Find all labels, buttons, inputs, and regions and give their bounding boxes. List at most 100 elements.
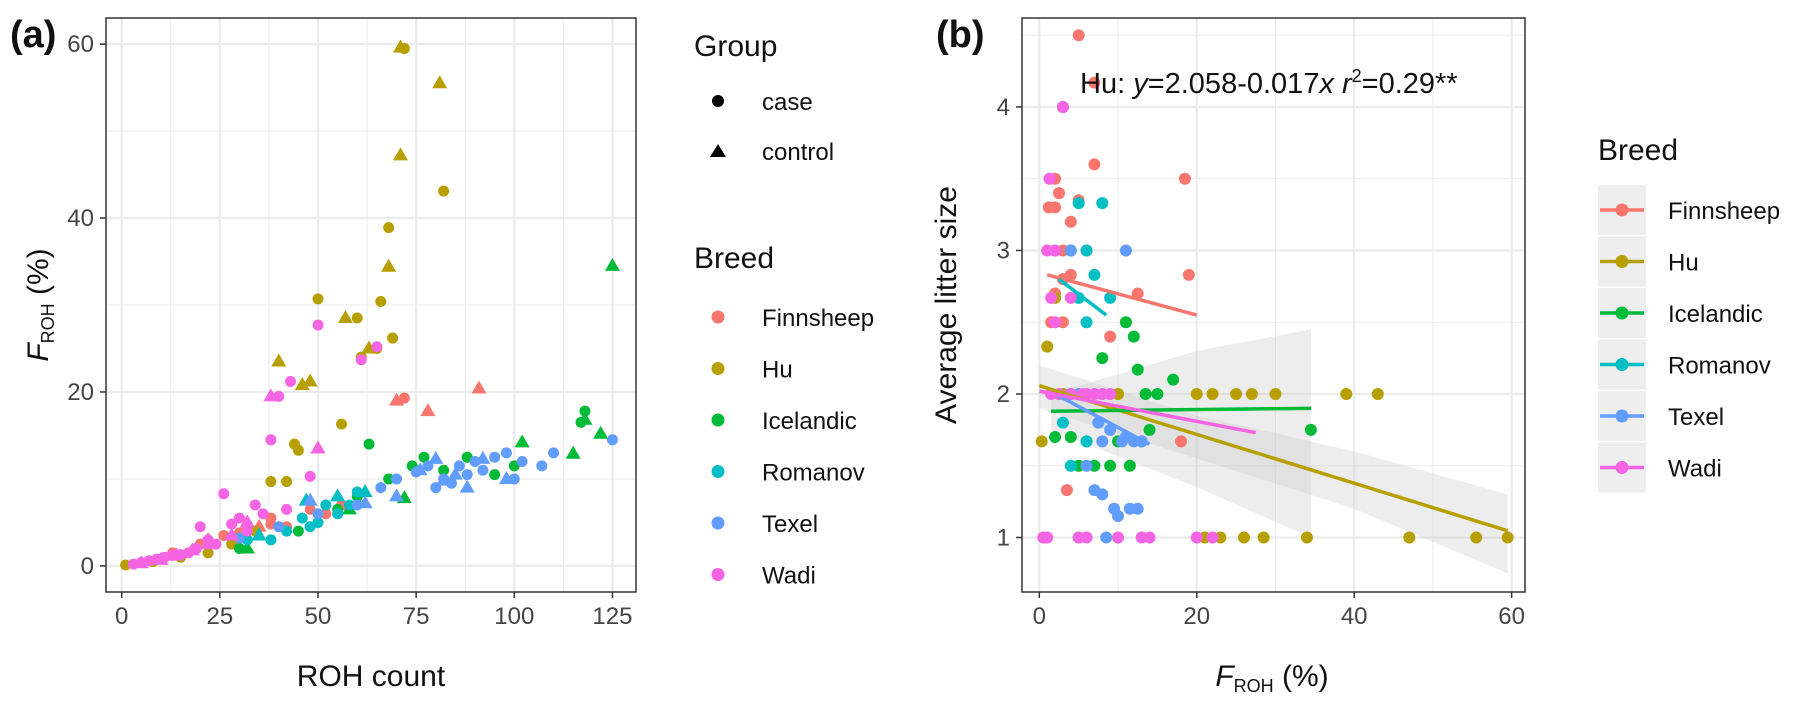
point-icelandic-control (577, 411, 593, 425)
point-hu-b (1269, 387, 1282, 400)
point-icelandic-b (1064, 431, 1077, 444)
point-texel-case (477, 464, 489, 476)
x-axis-title-a: ROH count (297, 660, 446, 693)
point-hu-b (1371, 387, 1384, 400)
point-wadi-case (249, 499, 261, 511)
group-legend-title: Group (694, 30, 777, 63)
point-hu-b (1237, 531, 1250, 544)
point-texel-case (461, 469, 473, 481)
point-texel-case (445, 477, 457, 489)
plot-a-border (105, 17, 637, 593)
series-romanov-a (241, 483, 373, 546)
point-finnsheep-b (1182, 268, 1195, 281)
point-romanov-control (357, 483, 373, 497)
series-texel-b (1056, 100, 1148, 544)
breed-legend-a-items: Finnsheep Hu Icelandic Romanov Texel Wadi (711, 305, 874, 590)
point-finnsheep-case (398, 392, 410, 404)
legend-b-romanov-label: Romanov (1668, 353, 1771, 380)
panel-b: (b) 0 20 40 60 1 2 3 4 FROH (%) Average litter… (930, 14, 1526, 696)
point-wadi-case (355, 354, 367, 366)
point-romanov-b (1072, 197, 1085, 210)
y-tick-label-b: 2 (997, 381, 1010, 408)
point-icelandic-case (363, 438, 375, 450)
y-axis-title-a-sub: ROH (38, 303, 58, 343)
annotation-prefix: Hu: (1080, 68, 1133, 100)
point-hu-case (281, 476, 293, 488)
legend-b-icelandic-label: Icelandic (1668, 301, 1763, 328)
y-axis-title-a: FROH (%) (22, 248, 58, 361)
legend-b-hu-label: Hu (1668, 250, 1699, 277)
point-wadi-b (1056, 100, 1069, 113)
y-ticks-a: 0 20 40 60 (67, 31, 106, 580)
point-hu-case (336, 418, 348, 430)
point-icelandic-case (383, 473, 395, 485)
point-wadi-control (184, 542, 200, 556)
point-icelandic-b (1119, 316, 1132, 329)
ribbons-b (1039, 329, 1508, 574)
point-hu-case (202, 547, 214, 559)
y-tick-label-b: 4 (997, 94, 1010, 121)
point-hu-case (351, 312, 363, 324)
point-texel-control (475, 450, 491, 464)
point-wadi-control (153, 551, 169, 565)
point-romanov-b (1088, 268, 1101, 281)
fit-line-wadi (1038, 389, 1257, 435)
point-hu-b (1501, 531, 1514, 544)
point-texel-case (391, 473, 403, 485)
point-wadi-b (1104, 387, 1117, 400)
point-texel-case (548, 447, 560, 459)
point-hu-case (312, 293, 324, 305)
point-wadi-b (1080, 387, 1093, 400)
legend-b-texel-label: Texel (1668, 404, 1724, 431)
point-texel-case (469, 456, 481, 468)
point-wadi-case (218, 488, 230, 500)
point-romanov-b (1064, 459, 1077, 472)
point-texel-b (1131, 502, 1144, 515)
y-tick-label-b: 1 (997, 524, 1010, 551)
point-wadi-control (200, 536, 216, 550)
point-finnsheep-case (320, 508, 332, 520)
point-icelandic-case (438, 464, 450, 476)
point-finnsheep-control (389, 392, 405, 406)
point-icelandic-b (1143, 423, 1156, 436)
series-wadi-a (127, 319, 383, 570)
point-wadi-b (1112, 531, 1125, 544)
point-finnsheep-b (1052, 187, 1065, 200)
hu-regression-annotation: Hu: y=2.058-0.017x r2=0.29** (1080, 66, 1458, 100)
point-finnsheep-control (471, 380, 487, 394)
point-texel-case (536, 460, 548, 472)
legend-a-texel-key (711, 516, 725, 530)
point-hu-b (1230, 387, 1243, 400)
annotation-r: r (1334, 68, 1353, 100)
point-hu-case (383, 222, 395, 234)
point-finnsheep-b (1072, 29, 1085, 42)
point-texel-b (1064, 244, 1077, 257)
fit-line-icelandic (1051, 406, 1311, 413)
point-wadi-b (1043, 172, 1056, 185)
point-texel-control (428, 450, 444, 464)
x-axis-title-b-main: F (1215, 660, 1235, 693)
point-romanov-b (1080, 244, 1093, 257)
point-hu-b (1206, 387, 1219, 400)
point-wadi-control (263, 388, 279, 402)
legend-a-hu-label: Hu (762, 357, 793, 384)
point-romanov-case (332, 508, 344, 520)
point-wadi-case (194, 521, 206, 533)
point-texel-case (375, 482, 387, 494)
point-finnsheep-b (1060, 484, 1073, 497)
point-icelandic-control (239, 540, 255, 554)
point-romanov-case (265, 534, 277, 546)
x-tick-label-a: 50 (305, 603, 332, 630)
point-icelandic-case (579, 405, 591, 417)
breed-legend-b-items: Finnsheep Hu Icelandic Romanov Texel Wadi (1598, 185, 1780, 493)
breed-legend-b: Breed Finnsheep Hu Icelandic Romanov Texel Wa… (1598, 134, 1780, 493)
y-tick-label-a: 40 (67, 205, 94, 232)
point-texel-case (606, 434, 618, 446)
point-romanov-b (1080, 316, 1093, 329)
legend-b-wadi-label: Wadi (1668, 456, 1722, 483)
point-hu-b (1470, 531, 1483, 544)
point-hu-b (1245, 387, 1258, 400)
point-texel-case (273, 521, 285, 533)
point-icelandic-b (1167, 373, 1180, 386)
annotation-x: x (1317, 68, 1335, 100)
